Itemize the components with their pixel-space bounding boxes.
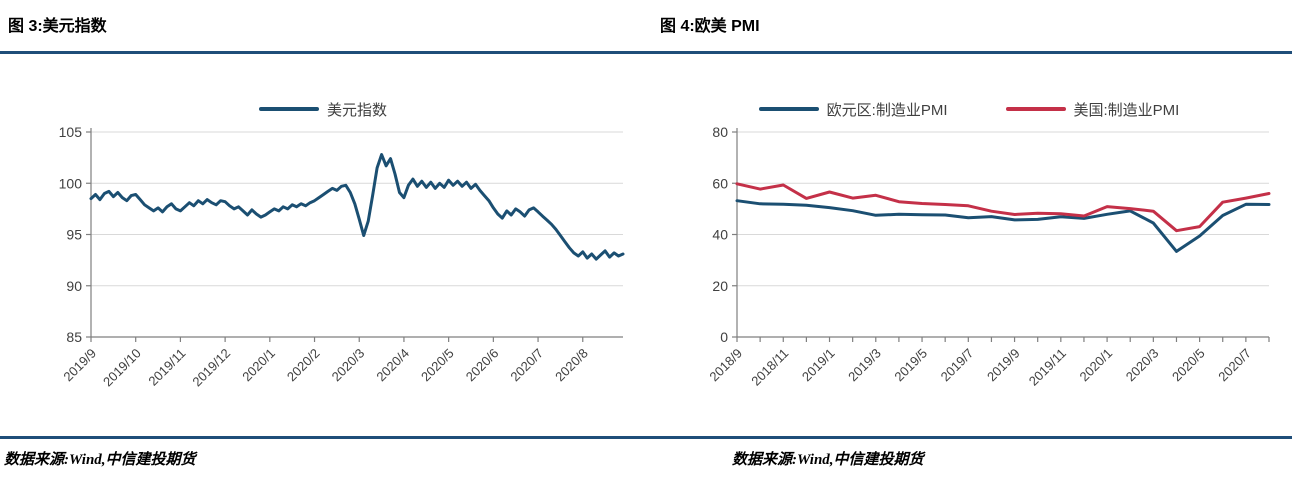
series-line [735, 199, 1271, 253]
x-tick-label: 2019/1 [799, 346, 838, 385]
x-tick-label: 2019/7 [938, 346, 977, 385]
figure3-title: 图 3:美元指数 [8, 18, 107, 35]
legend-line-swatch [258, 107, 319, 111]
x-tick-label: 2018/11 [748, 346, 791, 389]
legend-line-swatch [1005, 107, 1066, 111]
x-tick-label: 2020/6 [463, 346, 502, 385]
x-tick-label: 2020/2 [284, 346, 323, 385]
legend-label: 美国:制造业PMI [1073, 101, 1180, 119]
x-tick-label: 2019/9 [60, 346, 99, 385]
x-tick-label: 2020/1 [239, 346, 278, 385]
x-tick-label: 2020/3 [329, 346, 368, 385]
source-notes-row: 数据来源:Wind,中信建投期货 数据来源:Wind,中信建投期货 [0, 448, 1292, 469]
legend-line-swatch [758, 107, 819, 111]
pmi-panel: 欧元区:制造业PMI 美国:制造业PMI 0 20 40 60 80 2018/9 2018/… [646, 54, 1292, 434]
figure-titles-row: 图 3:美元指数 图 4:欧美 PMI [0, 0, 1292, 51]
figure4-source-note: 数据来源:Wind,中信建投期货 [732, 452, 924, 468]
series-line [735, 182, 1271, 233]
bottom-divider-rule [0, 436, 1292, 439]
legend-label: 欧元区:制造业PMI [826, 101, 948, 119]
series-line [89, 153, 625, 261]
x-tick-label: 2020/7 [507, 346, 546, 385]
x-tick-label: 2020/5 [418, 346, 457, 385]
legend-item: 美元指数 [258, 99, 387, 120]
x-tick-label: 2019/9 [984, 346, 1023, 385]
x-tick-label: 2020/1 [1076, 346, 1115, 385]
charts-row: 美元指数 85 90 95 100 105 2019/9 2019/10 2019/11 201… [0, 54, 1292, 434]
y-tick-label: 20 [712, 278, 728, 294]
legend-label: 美元指数 [326, 101, 387, 119]
y-tick-label: 90 [66, 278, 82, 294]
y-tick-label: 0 [720, 329, 728, 345]
x-tick-label: 2019/5 [891, 346, 930, 385]
dollar-index-panel: 美元指数 85 90 95 100 105 2019/9 2019/10 2019/11 201… [0, 54, 646, 434]
y-tick-label: 85 [66, 329, 82, 345]
x-tick-label: 2019/3 [845, 346, 884, 385]
x-tick-label: 2020/8 [552, 346, 591, 385]
x-tick-label: 2018/9 [706, 346, 745, 385]
x-tick-label: 2020/5 [1169, 346, 1208, 385]
y-tick-label: 95 [66, 227, 82, 243]
pmi-chart: 0 20 40 60 80 2018/9 2018/11 2019/1 2019/3 2019/5… [706, 124, 1271, 389]
pmi-legend: 欧元区:制造业PMI 美国:制造业PMI [758, 98, 1180, 120]
y-tick-label: 60 [712, 175, 728, 191]
legend-item: 欧元区:制造业PMI [758, 99, 948, 120]
y-tick-label: 100 [59, 175, 83, 191]
x-tick-label: 2019/11 [1026, 346, 1069, 389]
dollar-index-legend: 美元指数 [258, 98, 387, 120]
figure3-source-note: 数据来源:Wind,中信建投期货 [4, 452, 196, 468]
x-tick-label: 2020/3 [1123, 346, 1162, 385]
x-tick-label: 2019/12 [189, 346, 233, 390]
x-tick-label: 2020/7 [1215, 346, 1254, 385]
y-tick-label: 105 [59, 124, 83, 140]
x-tick-label: 2019/11 [145, 346, 188, 389]
x-tick-label: 2020/4 [373, 346, 412, 385]
x-tick-label: 2019/10 [100, 346, 144, 390]
y-tick-label: 40 [712, 227, 728, 243]
y-tick-label: 80 [712, 124, 728, 140]
legend-item: 美国:制造业PMI [1005, 99, 1180, 120]
figure4-title: 图 4:欧美 PMI [660, 18, 760, 35]
top-divider-rule [0, 51, 1292, 54]
